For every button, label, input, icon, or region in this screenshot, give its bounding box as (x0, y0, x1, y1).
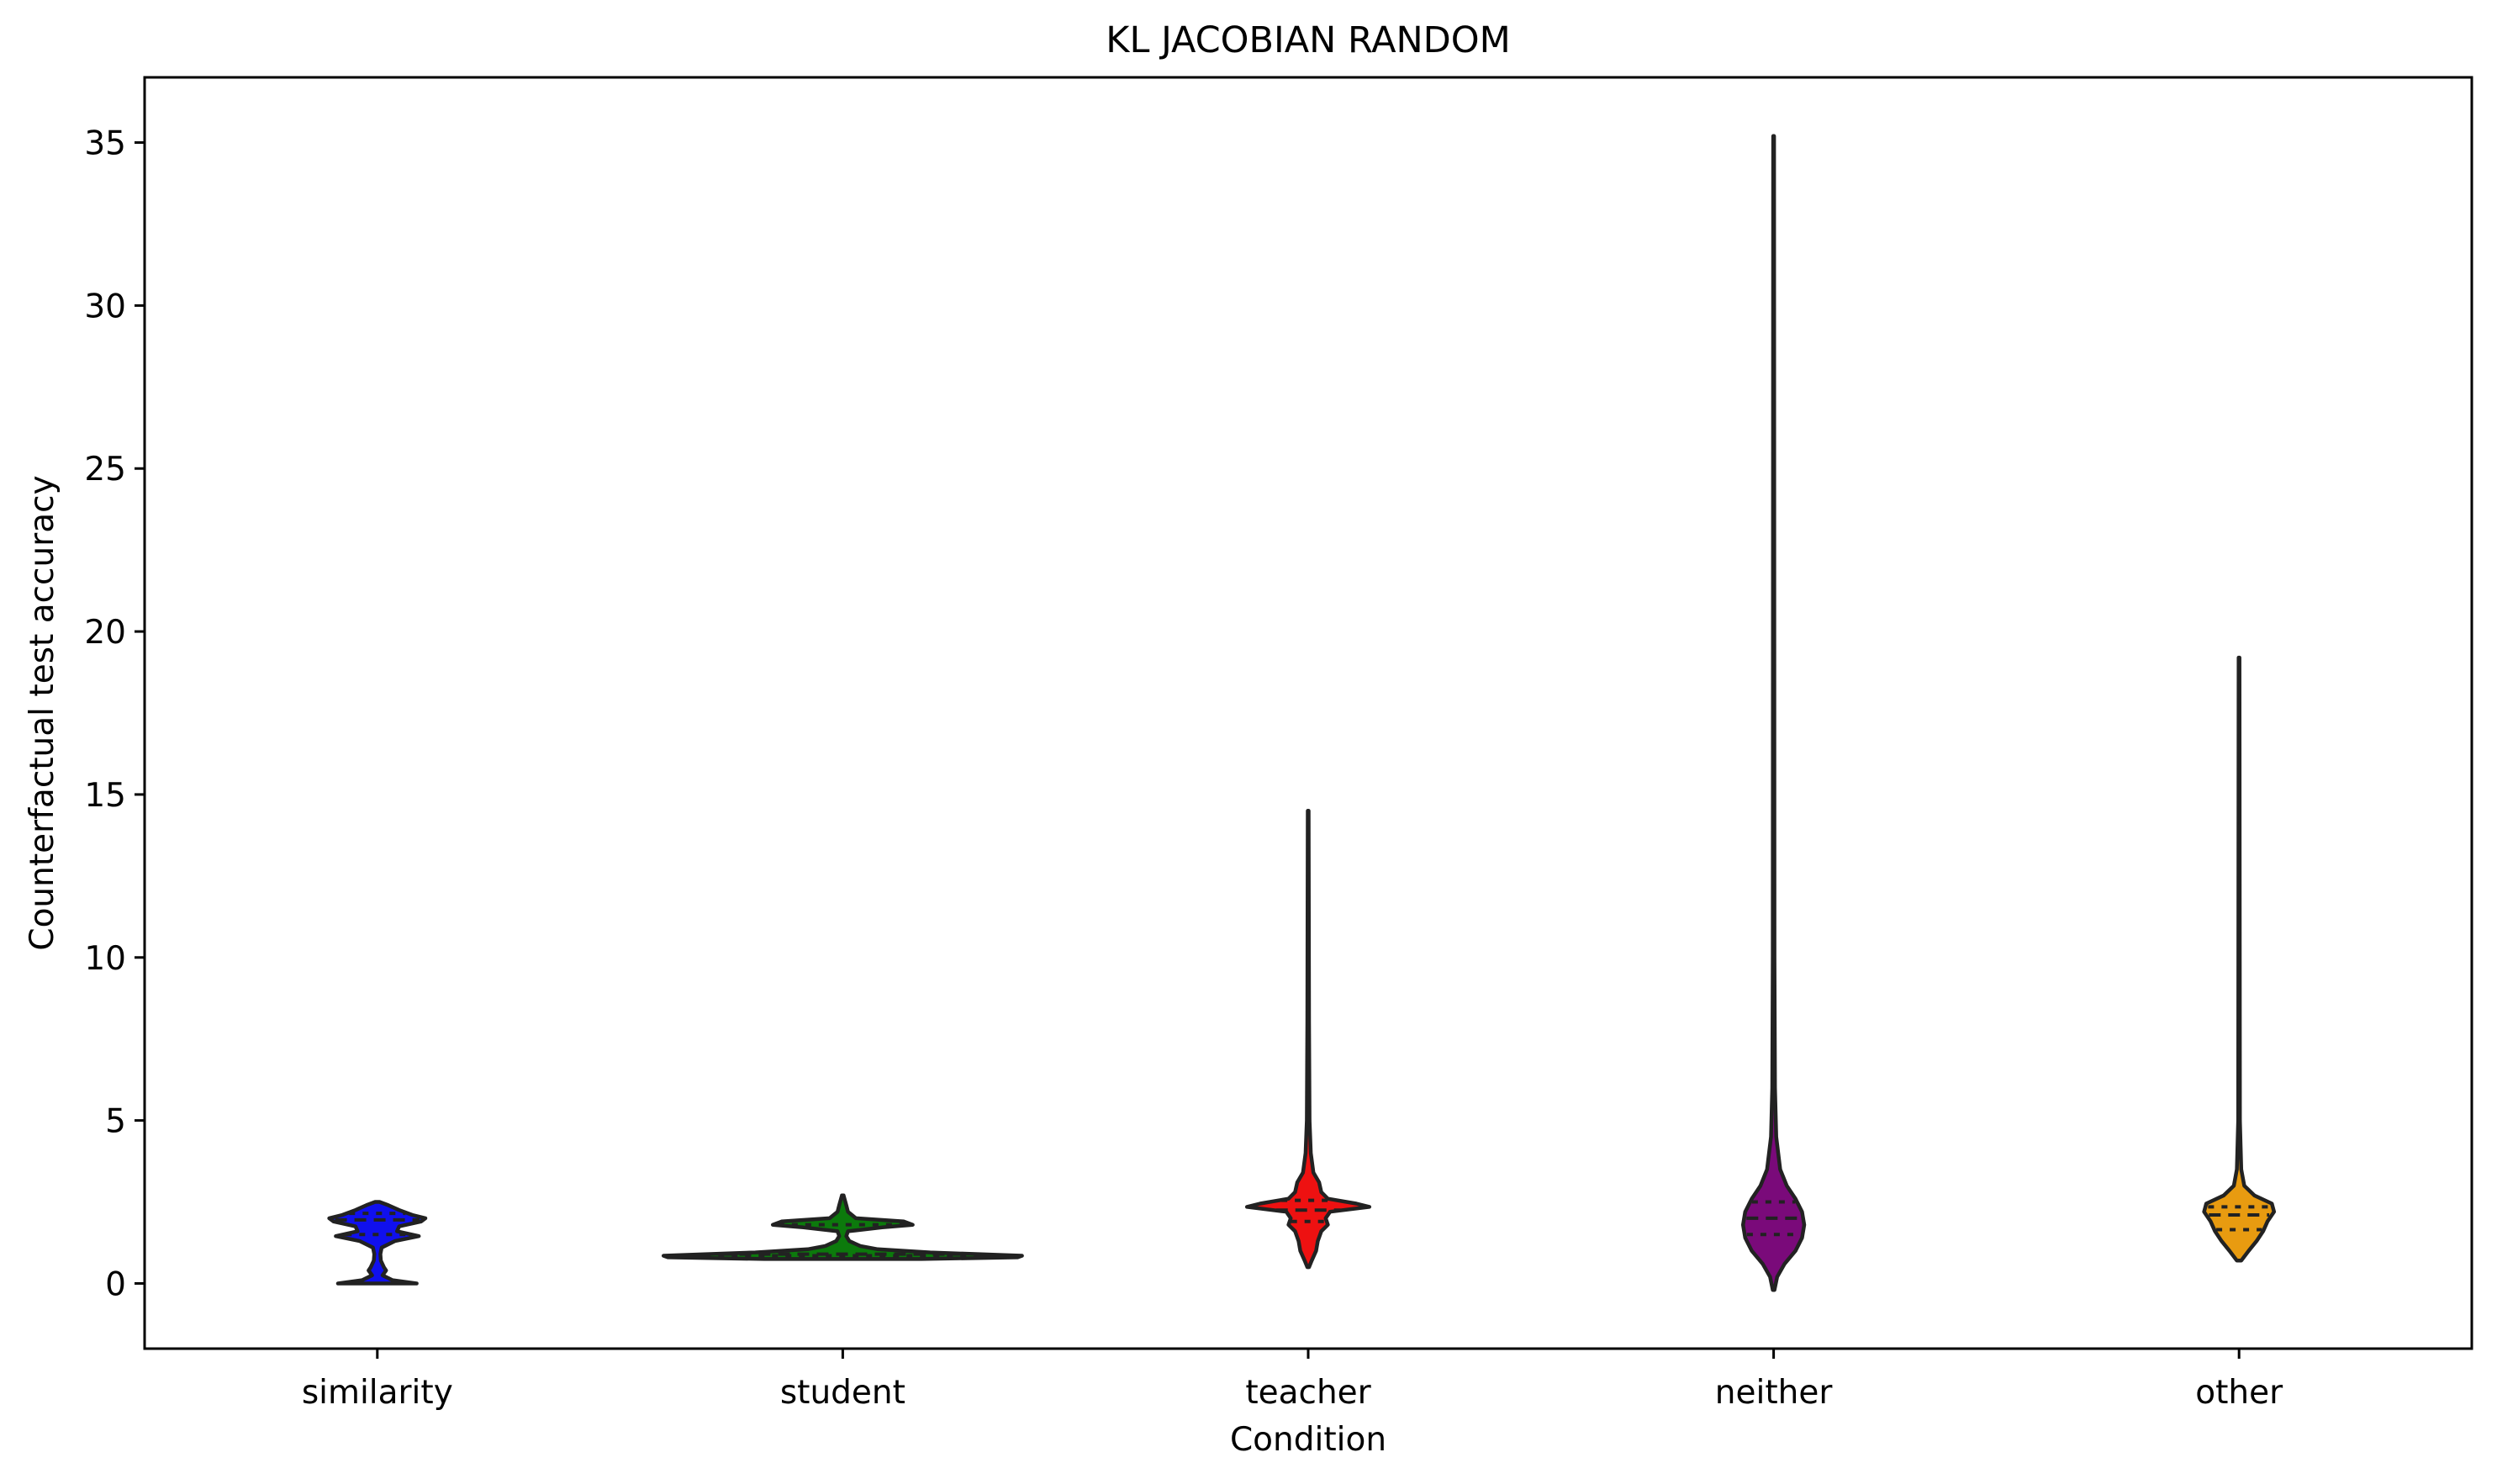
violin-body (2202, 655, 2277, 1263)
y-tick-label: 0 (105, 1265, 126, 1303)
x-tick-label: neither (1715, 1374, 1834, 1412)
violin-body (661, 1193, 1024, 1261)
violin-body (1740, 134, 1807, 1292)
y-tick-label: 25 (84, 451, 126, 489)
x-tick-label: student (780, 1374, 905, 1412)
violin-similarity (327, 1200, 428, 1286)
violin-neither (1740, 134, 1807, 1292)
y-tick-label: 5 (105, 1103, 126, 1141)
x-axis: similarity student teacher neither other (302, 1349, 2283, 1412)
y-axis: 0 5 10 15 20 25 30 35 (84, 125, 145, 1303)
plot-area (327, 134, 2277, 1292)
y-tick-label: 15 (84, 777, 126, 815)
x-tick-label: other (2195, 1374, 2283, 1412)
y-tick-label: 35 (84, 125, 126, 163)
y-axis-label: Counterfactual test accuracy (24, 475, 61, 950)
x-axis-label: Condition (1230, 1421, 1386, 1459)
y-tick-label: 20 (84, 614, 126, 652)
y-tick-label: 10 (84, 940, 126, 978)
x-tick-label: similarity (302, 1374, 453, 1412)
violin-body (327, 1200, 428, 1286)
x-tick-label: teacher (1245, 1374, 1371, 1412)
violin-student (661, 1193, 1024, 1261)
chart-title: KL JACOBIAN RANDOM (1106, 19, 1510, 61)
violin-other (2202, 655, 2277, 1263)
violin-body (1244, 809, 1372, 1270)
y-tick-label: 30 (84, 288, 126, 325)
violin-teacher (1244, 809, 1372, 1270)
